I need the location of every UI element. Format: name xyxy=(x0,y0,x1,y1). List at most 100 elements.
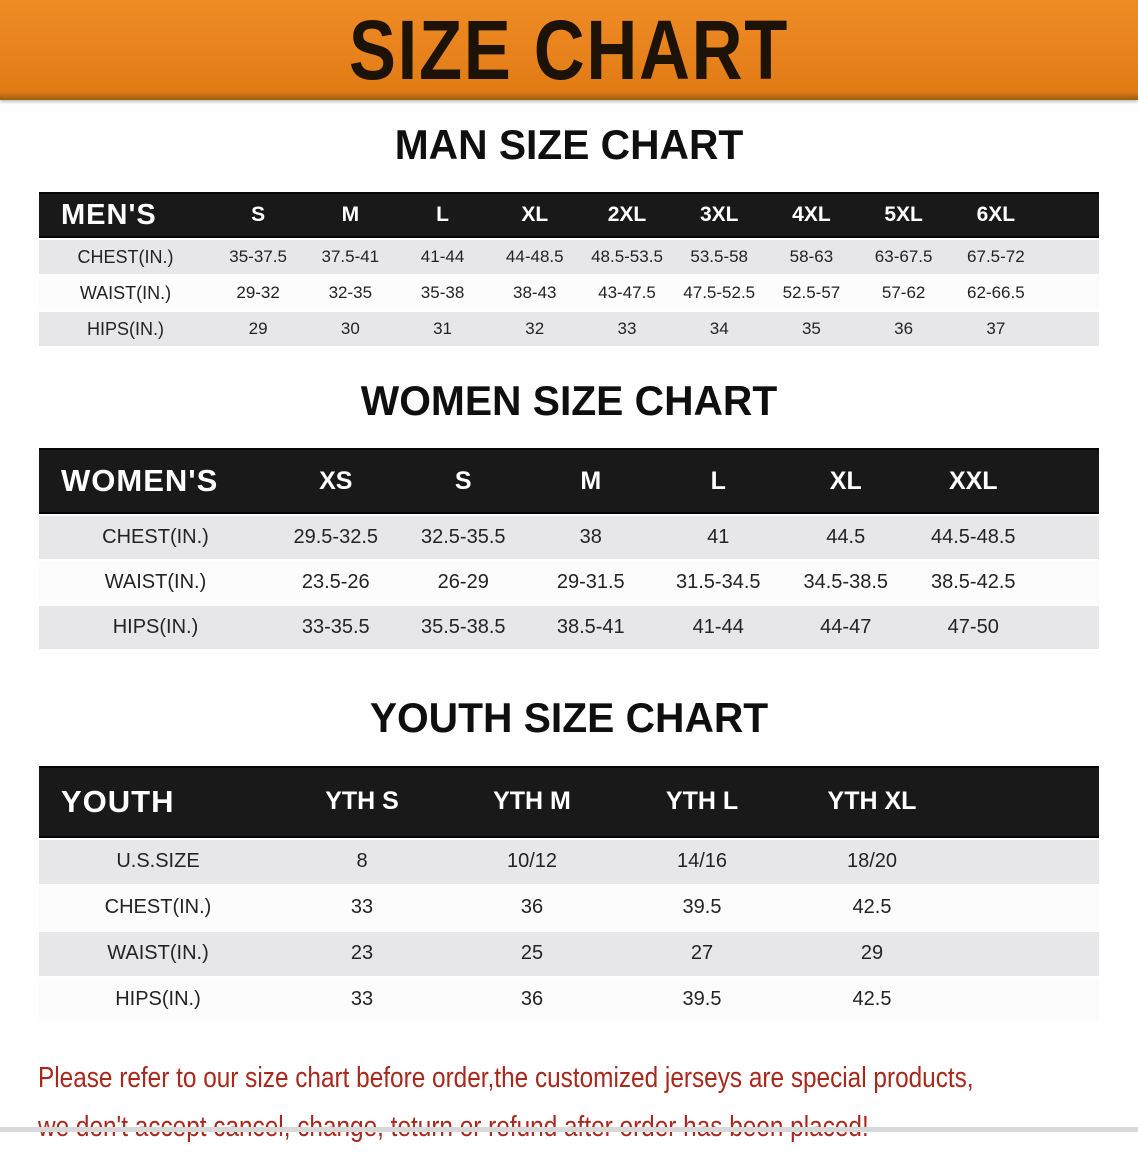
size-value-cell: 36 xyxy=(857,312,950,347)
row-label: CHEST(IN.) xyxy=(39,516,272,560)
table-row: CHEST(IN.) 29.5-32.5 32.5-35.5 38 41 44.5 44.5… xyxy=(39,516,1099,560)
spacer xyxy=(1042,240,1099,275)
size-value-cell: 33 xyxy=(277,977,447,1022)
size-column-header: 6XL xyxy=(949,192,1042,239)
table-row: HIPS(IN.) 33-35.5 35.5-38.5 38.5-41 41-44 44-… xyxy=(39,606,1099,650)
size-value-cell: 42.5 xyxy=(787,977,957,1022)
size-value-cell: 48.5-53.5 xyxy=(580,240,674,275)
spacer xyxy=(1042,312,1099,347)
size-value-cell: 44-48.5 xyxy=(488,240,581,275)
table-body: CHEST(IN.) 29.5-32.5 32.5-35.5 38 41 44.5 44.5… xyxy=(39,516,1099,650)
size-value-cell: 35-37.5 xyxy=(212,240,305,275)
size-value-cell: 41-44 xyxy=(654,606,782,650)
size-value-cell: 32 xyxy=(488,312,581,347)
size-value-cell: 29 xyxy=(212,312,305,347)
table-corner-label: YOUTH xyxy=(39,765,277,838)
size-column-header: 5XL xyxy=(857,192,950,239)
disclaimer-line-1: Please refer to our size chart before or… xyxy=(38,1061,974,1094)
size-value-cell: 33-35.5 xyxy=(272,606,400,650)
size-column-header: YTH L xyxy=(617,765,787,838)
table-row: WAIST(IN.) 29-32 32-35 35-38 38-43 43-47.5 47.… xyxy=(39,276,1099,311)
bottom-edge-strip xyxy=(0,1127,1138,1132)
man-size-chart-title: MAN SIZE CHART xyxy=(394,121,744,168)
size-value-cell: 25 xyxy=(447,931,617,976)
spacer xyxy=(957,931,1099,976)
table-body: U.S.SIZE 8 10/12 14/16 18/20 CHEST(IN.) 33 36 39… xyxy=(39,839,1099,1022)
size-value-cell: 8 xyxy=(277,839,447,884)
women-size-chart-title: WOMEN SIZE CHART xyxy=(360,377,778,425)
size-value-cell: 47.5-52.5 xyxy=(673,276,766,311)
size-value-cell: 52.5-57 xyxy=(765,276,858,311)
size-value-cell: 38.5-42.5 xyxy=(909,561,1037,605)
row-label: HIPS(IN.) xyxy=(39,977,277,1022)
men-size-table: MEN'S S M L XL 2XL 3XL 4XL 5XL 6XL CHEST(IN.) 35-37… xyxy=(39,190,1099,348)
table-row: CHEST(IN.) 33 36 39.5 42.5 xyxy=(39,885,1099,930)
size-value-cell: 31.5-34.5 xyxy=(654,561,782,605)
table-header-row: YOUTH YTH S YTH M YTH L YTH XL xyxy=(39,765,1099,838)
size-column-header: XS xyxy=(272,448,400,515)
spacer xyxy=(1037,448,1099,515)
size-value-cell: 57-62 xyxy=(857,276,950,311)
row-label: U.S.SIZE xyxy=(39,839,277,884)
size-value-cell: 33 xyxy=(277,885,447,930)
size-value-cell: 37 xyxy=(949,312,1042,347)
size-column-header: 2XL xyxy=(580,192,674,239)
size-column-header: S xyxy=(212,192,305,239)
row-label: CHEST(IN.) xyxy=(39,240,212,275)
size-value-cell: 10/12 xyxy=(447,839,617,884)
size-value-cell: 47-50 xyxy=(909,606,1037,650)
disclaimer-text: Please refer to our size chart before or… xyxy=(38,1054,974,1152)
size-value-cell: 44-47 xyxy=(782,606,910,650)
row-label: WAIST(IN.) xyxy=(39,561,272,605)
table-body: CHEST(IN.) 35-37.5 37.5-41 41-44 44-48.5 48.5… xyxy=(39,240,1099,347)
size-value-cell: 30 xyxy=(304,312,397,347)
spacer xyxy=(957,977,1099,1022)
row-label: WAIST(IN.) xyxy=(39,931,277,976)
spacer xyxy=(1042,192,1099,239)
size-value-cell: 23 xyxy=(277,931,447,976)
size-value-cell: 38-43 xyxy=(488,276,581,311)
table-row: HIPS(IN.) 33 36 39.5 42.5 xyxy=(39,977,1099,1022)
row-label: WAIST(IN.) xyxy=(39,276,212,311)
size-value-cell: 35-38 xyxy=(396,276,489,311)
size-value-cell: 31 xyxy=(396,312,489,347)
size-value-cell: 29.5-32.5 xyxy=(272,516,400,560)
size-value-cell: 36 xyxy=(447,885,617,930)
size-value-cell: 33 xyxy=(580,312,674,347)
spacer xyxy=(957,839,1099,884)
size-column-header: XL xyxy=(782,448,910,515)
size-value-cell: 14/16 xyxy=(617,839,787,884)
size-column-header: M xyxy=(304,192,397,239)
size-chart-banner: SIZE CHART xyxy=(0,0,1138,100)
size-value-cell: 18/20 xyxy=(787,839,957,884)
table-row: CHEST(IN.) 35-37.5 37.5-41 41-44 44-48.5 48.5… xyxy=(39,240,1099,275)
size-value-cell: 38 xyxy=(527,516,655,560)
size-value-cell: 32.5-35.5 xyxy=(399,516,527,560)
spacer xyxy=(957,765,1099,838)
size-column-header: XL xyxy=(488,192,581,239)
row-label: HIPS(IN.) xyxy=(39,312,212,347)
size-value-cell: 38.5-41 xyxy=(527,606,655,650)
table-row: WAIST(IN.) 23 25 27 29 xyxy=(39,931,1099,976)
size-value-cell: 62-66.5 xyxy=(949,276,1042,311)
size-column-header: 4XL xyxy=(765,192,858,239)
size-value-cell: 37.5-41 xyxy=(304,240,397,275)
size-column-header: YTH S xyxy=(277,765,447,838)
table-row: WAIST(IN.) 23.5-26 26-29 29-31.5 31.5-34.5 34… xyxy=(39,561,1099,605)
page-title: SIZE CHART xyxy=(348,3,790,97)
size-value-cell: 42.5 xyxy=(787,885,957,930)
size-value-cell: 53.5-58 xyxy=(673,240,766,275)
row-label: HIPS(IN.) xyxy=(39,606,272,650)
size-column-header: L xyxy=(396,192,489,239)
table-header: WOMEN'S XS S M L XL XXL xyxy=(39,448,1099,515)
size-value-cell: 27 xyxy=(617,931,787,976)
table-header-row: MEN'S S M L XL 2XL 3XL 4XL 5XL 6XL xyxy=(39,192,1099,239)
youth-size-table: YOUTH YTH S YTH M YTH L YTH XL U.S.SIZE 8 10/12… xyxy=(39,764,1099,1024)
size-value-cell: 36 xyxy=(447,977,617,1022)
size-value-cell: 32-35 xyxy=(304,276,397,311)
spacer xyxy=(957,885,1099,930)
size-value-cell: 41-44 xyxy=(396,240,489,275)
size-value-cell: 43-47.5 xyxy=(580,276,674,311)
women-size-table: WOMEN'S XS S M L XL XXL CHEST(IN.) 29.5-32.5 32.5… xyxy=(39,446,1099,651)
size-value-cell: 35 xyxy=(765,312,858,347)
